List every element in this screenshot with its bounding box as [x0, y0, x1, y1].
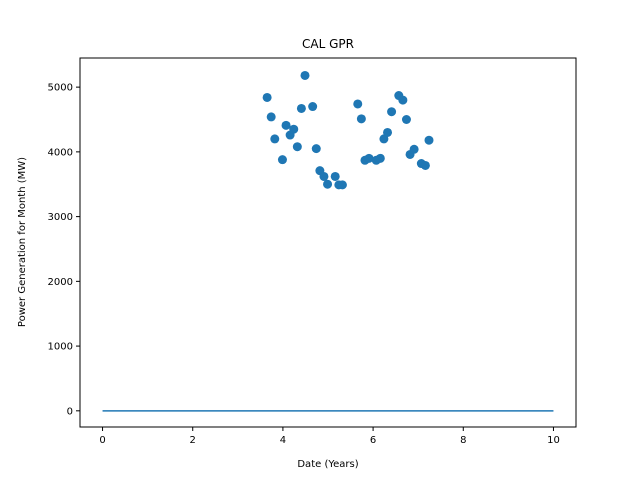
data-point: [281, 120, 291, 130]
data-point: [330, 171, 340, 181]
data-point: [266, 112, 276, 122]
data-point: [424, 135, 434, 145]
data-point: [262, 92, 272, 102]
data-point: [375, 153, 385, 163]
y-tick-label: 1000: [48, 342, 73, 353]
x-tick-label: 0: [99, 435, 105, 446]
plot-frame: [79, 57, 577, 428]
x-tick-label: 10: [547, 435, 560, 446]
data-point: [292, 142, 302, 152]
x-tick-label: 4: [280, 435, 286, 446]
data-point: [319, 171, 329, 181]
x-axis: 0 2 4 6 8 10: [99, 427, 560, 446]
x-tick-label: 8: [460, 435, 466, 446]
data-point: [311, 144, 321, 154]
data-point: [364, 153, 374, 163]
y-axis: 0 1000 2000 3000 4000 5000: [48, 83, 80, 417]
data-point: [323, 179, 333, 189]
data-point: [308, 102, 318, 112]
y-tick-label: 2000: [48, 277, 73, 288]
y-tick-label: 4000: [48, 147, 73, 158]
data-point: [356, 114, 366, 124]
data-point: [300, 70, 310, 80]
y-tick-label: 0: [67, 406, 73, 417]
y-tick-label: 3000: [48, 212, 73, 223]
data-point: [353, 99, 363, 109]
data-point: [277, 155, 287, 165]
data-point: [337, 180, 347, 190]
plot-area: [102, 70, 554, 412]
chart-title: CAL GPR: [302, 37, 354, 51]
data-point: [398, 95, 408, 105]
data-point: [401, 115, 411, 124]
data-point: [409, 144, 419, 154]
y-tick-label: 5000: [48, 83, 73, 94]
data-point: [289, 124, 299, 134]
data-point: [420, 160, 430, 170]
data-point: [383, 127, 393, 137]
data-point: [296, 103, 306, 113]
x-tick-label: 6: [370, 435, 376, 446]
y-axis-label: Power Generation for Month (MW): [17, 157, 28, 327]
data-point: [387, 107, 397, 117]
x-tick-label: 2: [190, 435, 196, 446]
data-point: [270, 134, 280, 144]
x-axis-label: Date (Years): [297, 459, 358, 470]
